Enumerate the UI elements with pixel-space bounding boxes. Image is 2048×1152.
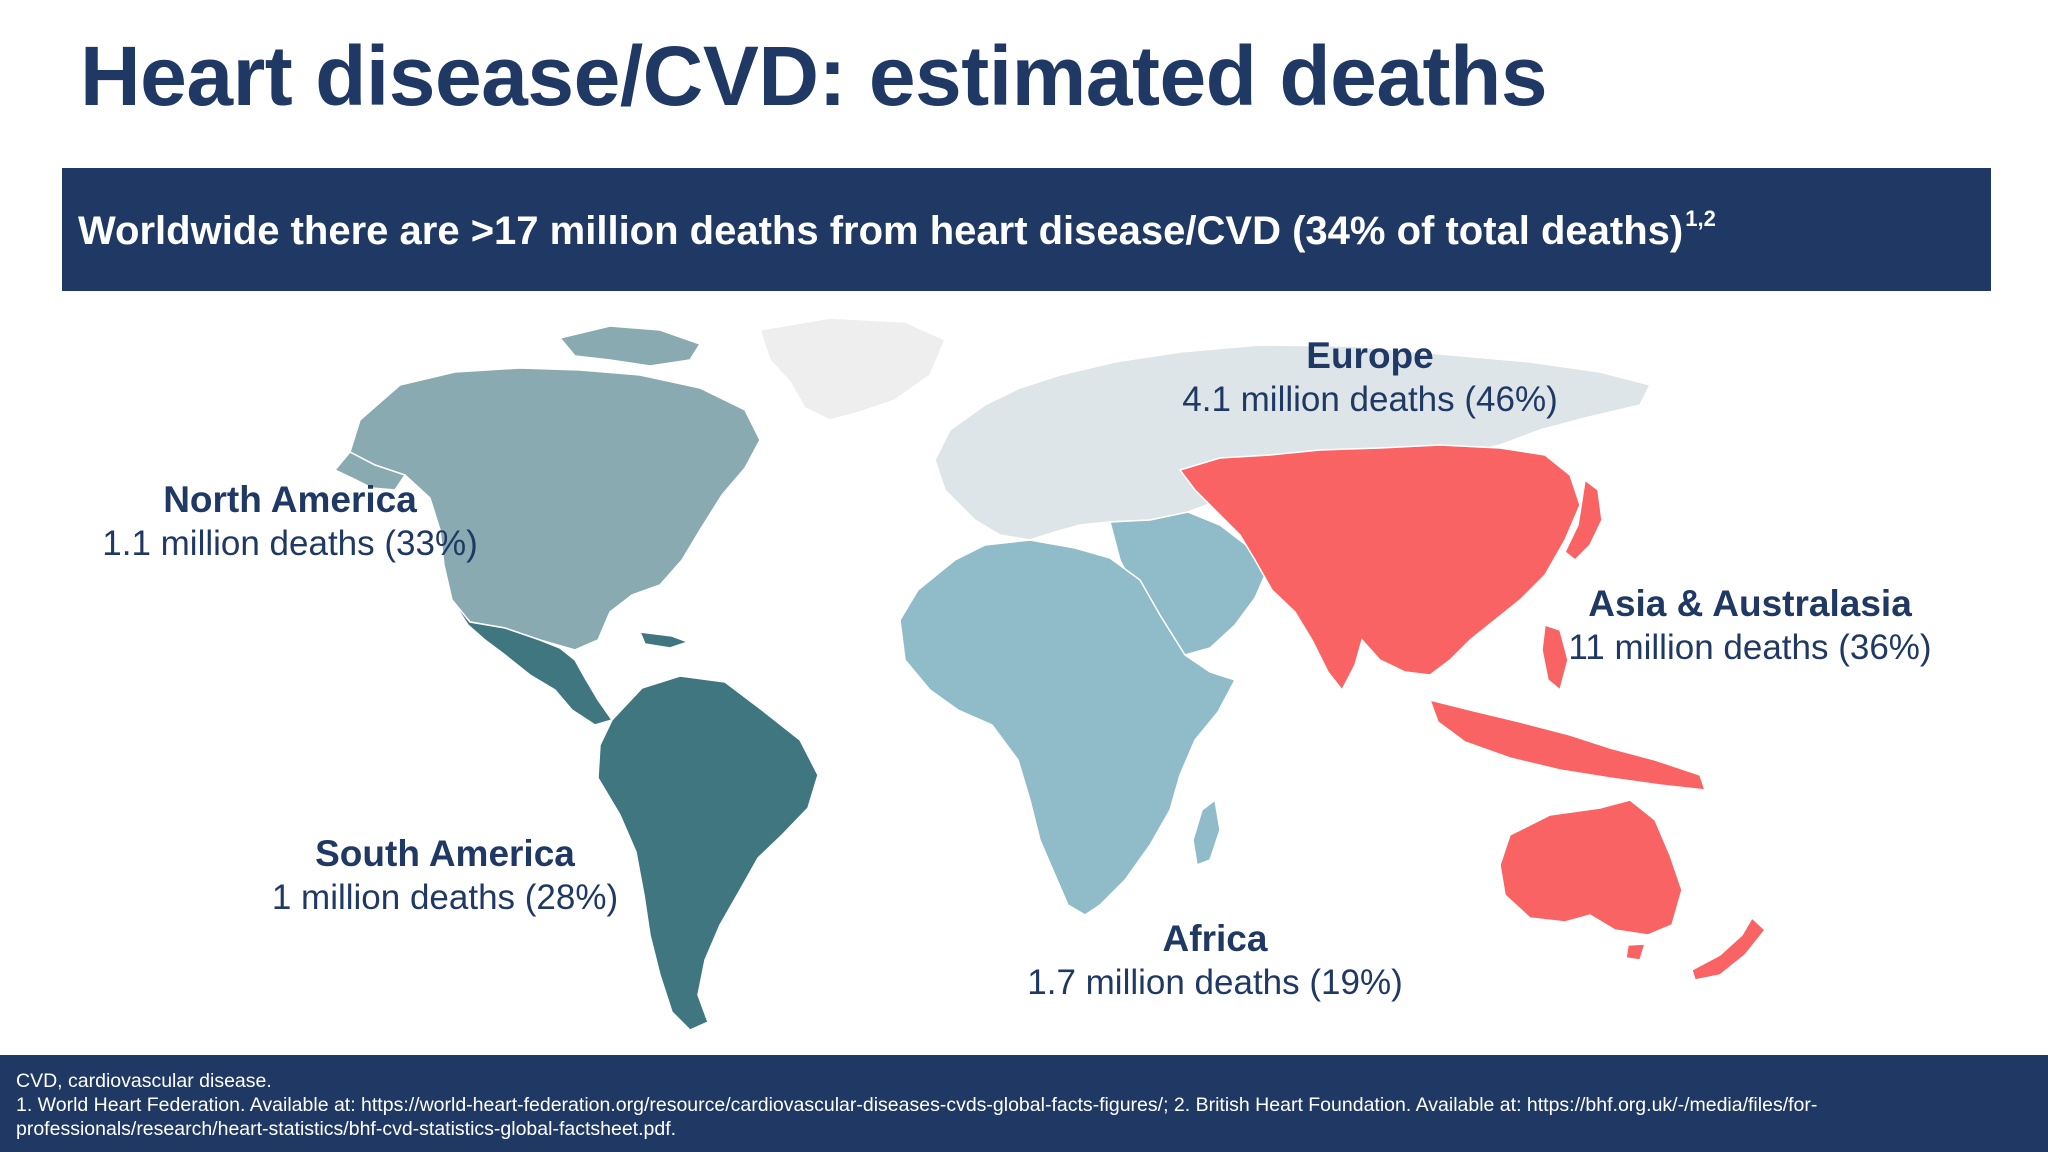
footer-references: CVD, cardiovascular disease. 1. World He… — [0, 1055, 2048, 1152]
region-label-asia-australasia: Asia & Australasia 11 million deaths (36… — [1540, 582, 1960, 670]
banner-text: Worldwide there are >17 million deaths f… — [78, 206, 1716, 254]
map-alaska — [333, 451, 407, 491]
region-deaths: 1.1 million deaths (33%) — [102, 524, 478, 563]
region-deaths: 1 million deaths (28%) — [271, 878, 619, 917]
footer-reference-line-1: 1. World Heart Federation. Available at:… — [16, 1094, 1818, 1116]
map-africa — [899, 539, 1237, 916]
region-name: South America — [315, 833, 575, 874]
map-asia — [1178, 444, 1581, 692]
slide-title: Heart disease/CVD: estimated deaths — [80, 29, 1548, 123]
region-label-africa: Africa 1.7 million deaths (19%) — [1000, 917, 1430, 1005]
world-map — [333, 317, 1767, 1031]
map-philippines — [1541, 623, 1569, 692]
region-name: Africa — [1162, 918, 1268, 959]
map-indonesia — [1428, 698, 1707, 791]
banner-main-text: Worldwide there are >17 million deaths f… — [78, 208, 1684, 253]
map-south-america — [597, 675, 819, 1031]
region-deaths: 4.1 million deaths (46%) — [1182, 380, 1558, 419]
footer-abbreviation: CVD, cardiovascular disease. — [16, 1070, 272, 1092]
region-label-north-america: North America 1.1 million deaths (33%) — [80, 478, 500, 566]
map-new-zealand — [1691, 916, 1767, 981]
region-name: Europe — [1306, 335, 1434, 376]
region-name: Asia & Australasia — [1588, 583, 1912, 624]
map-arctic-islands — [558, 325, 702, 367]
map-australia — [1499, 799, 1683, 936]
map-greenland — [759, 317, 946, 421]
banner-reference-superscript: 1,2 — [1685, 205, 1716, 231]
region-label-europe: Europe 4.1 million deaths (46%) — [1160, 334, 1580, 422]
region-deaths: 11 million deaths (36%) — [1568, 628, 1932, 667]
map-madagascar — [1192, 798, 1221, 867]
map-caribbean — [638, 631, 691, 649]
map-japan — [1564, 478, 1603, 562]
region-deaths: 1.7 million deaths (19%) — [1027, 963, 1403, 1002]
footer-reference-line-2: professionals/research/heart-statistics/… — [16, 1118, 677, 1140]
map-north-america — [349, 367, 761, 651]
region-name: North America — [163, 479, 417, 520]
map-tasmania — [1625, 943, 1647, 961]
summary-banner: Worldwide there are >17 million deaths f… — [62, 168, 1991, 291]
region-label-south-america: South America 1 million deaths (28%) — [240, 832, 650, 920]
